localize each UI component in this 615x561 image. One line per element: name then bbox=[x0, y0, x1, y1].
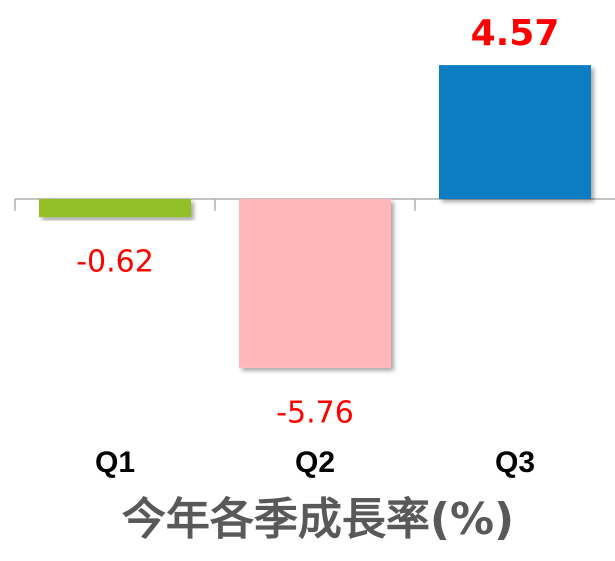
bar bbox=[39, 199, 191, 218]
bar bbox=[439, 65, 591, 199]
x-tick-label: Q2 bbox=[295, 446, 335, 479]
data-label: -5.76 bbox=[276, 395, 354, 430]
x-tick-label: Q1 bbox=[95, 446, 135, 479]
bar bbox=[239, 199, 391, 368]
data-label: -0.62 bbox=[76, 245, 154, 280]
data-label: 4.57 bbox=[471, 13, 560, 54]
chart-title: 今年各季成長率(%) bbox=[122, 494, 514, 545]
x-tick-label: Q3 bbox=[495, 446, 535, 479]
